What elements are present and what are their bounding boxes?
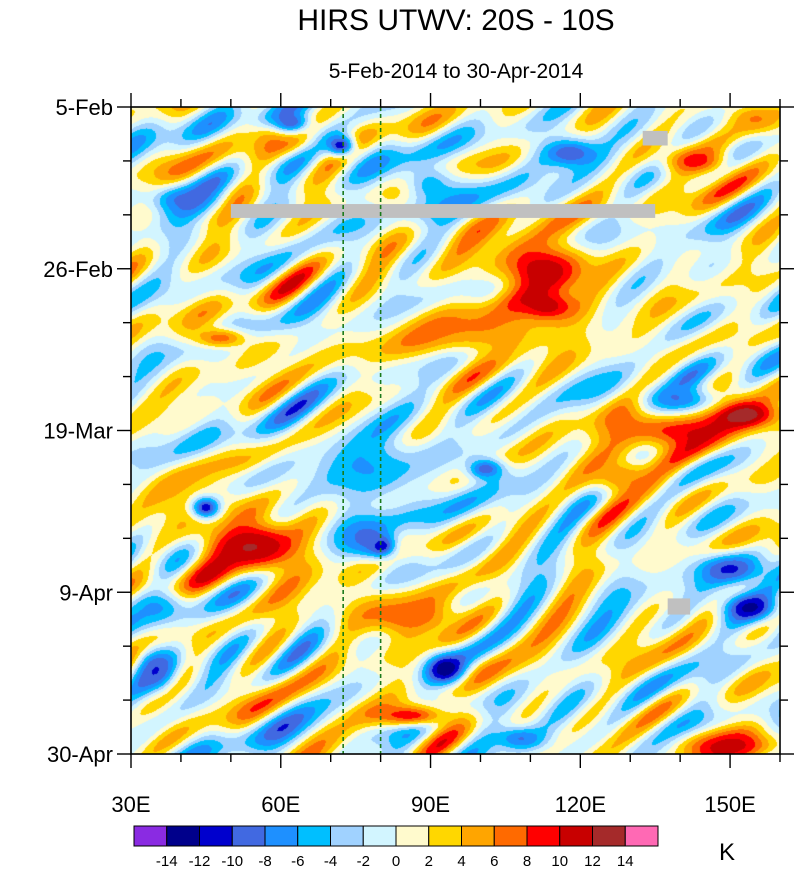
colorbar-swatch (493, 825, 528, 847)
x-tick-label: 120E (555, 792, 606, 817)
y-axis-labels: 5-Feb 26-Feb 19-Mar 9-Apr 30-Apr (43, 95, 113, 767)
x-axis-labels: 30E 60E 90E 120E 150E (111, 792, 755, 817)
colorbar-label: 12 (584, 853, 601, 869)
y-tick-label: 9-Apr (59, 580, 113, 605)
colorbar-swatch (428, 825, 462, 847)
y-tick-label: 26-Feb (43, 257, 113, 282)
colorbar-swatch (199, 825, 233, 847)
colorbar-swatch (362, 825, 397, 847)
colorbar-label: 0 (392, 853, 400, 869)
colorbar-swatch (559, 825, 593, 847)
colorbar-swatch (526, 825, 561, 847)
y-tick-label: 19-Mar (43, 419, 113, 444)
colorbar-swatch (395, 825, 430, 847)
x-tick-label: 30E (111, 792, 150, 817)
axis-ticks (117, 93, 794, 768)
colorbar-swatch (461, 825, 495, 847)
colorbar-label: 10 (551, 853, 568, 869)
colorbar-label: 14 (617, 853, 634, 869)
chart-subtitle: 5-Feb-2014 to 30-Apr-2014 (329, 60, 584, 83)
colorbar-label: 8 (523, 853, 531, 869)
colorbar: -14 -12 -10 -8 -6 -4 -2 0 2 4 6 8 10 12 14 (133, 825, 659, 869)
colorbar-label: -10 (221, 853, 243, 869)
colorbar-swatch (231, 825, 266, 847)
colorbar-label: 2 (425, 853, 433, 869)
colorbar-label: 6 (490, 853, 498, 869)
x-tick-label: 60E (261, 792, 300, 817)
colorbar-swatch (297, 825, 331, 847)
colorbar-label: -6 (291, 853, 304, 869)
missing-data-region (667, 598, 691, 615)
missing-data-region (642, 130, 668, 146)
colorbar-label: -14 (156, 853, 178, 869)
colorbar-swatch (264, 825, 299, 847)
colorbar-swatch (330, 825, 364, 847)
x-tick-label: 150E (704, 792, 755, 817)
missing-data-layer (230, 130, 691, 615)
colorbar-units: K (719, 839, 735, 866)
missing-data-region (230, 204, 656, 218)
colorbar-label: -8 (258, 853, 271, 869)
y-tick-label: 5-Feb (56, 95, 113, 120)
x-tick-label: 90E (411, 792, 450, 817)
colorbar-label: -12 (189, 853, 211, 869)
chart-title: HIRS UTWV: 20S - 10S (297, 4, 614, 37)
colorbar-swatch (624, 825, 659, 847)
colorbar-label: 4 (457, 853, 465, 869)
colorbar-label: -4 (324, 853, 337, 869)
y-tick-label: 30-Apr (47, 742, 113, 767)
colorbar-swatch (166, 825, 200, 847)
reference-lines (342, 107, 382, 754)
colorbar-swatch (592, 825, 626, 847)
colorbar-swatch (133, 825, 168, 847)
colorbar-label: -2 (357, 853, 370, 869)
